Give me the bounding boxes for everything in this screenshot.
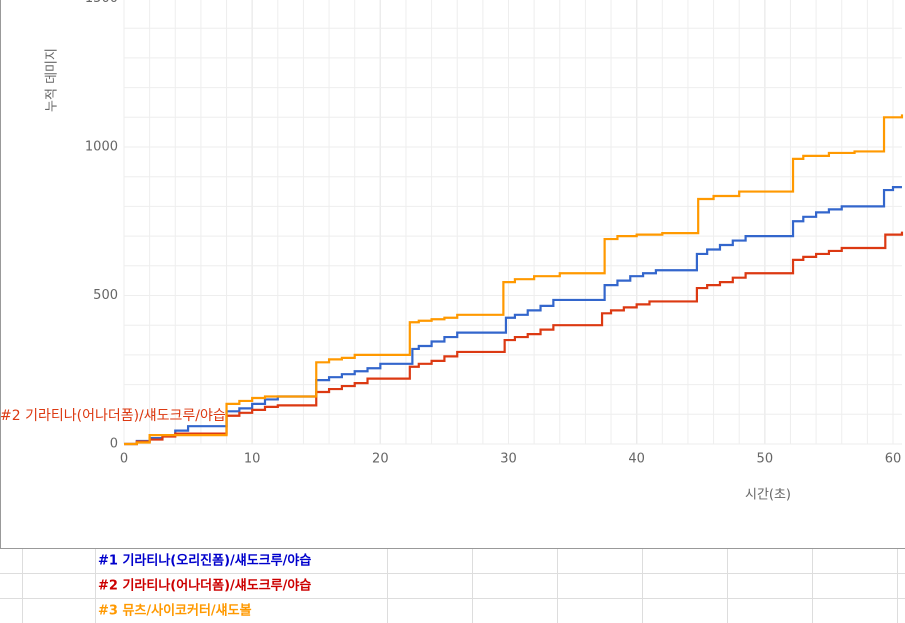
x-tick-label: 0 [120,452,128,467]
series-line [124,231,904,446]
annotation: #2 기라티나(어나더폼)/섀도크루/야습 [0,408,226,424]
table-cell: #1 기라티나(오리진폼)/섀도크루/야습 [98,553,311,569]
table-cell: #3 뮤츠/사이코커터/섀도볼 [98,603,252,619]
x-axis-title: 시간(초) [745,488,791,503]
x-tick-label: 50 [757,452,774,467]
y-tick-label: 1000 [85,140,118,155]
y-tick-label: 1500 [85,0,118,6]
x-tick-label: 60 [885,452,902,467]
series-line [124,114,904,446]
x-tick-label: 20 [372,452,389,467]
table-cell: #2 기라티나(어나더폼)/섀도크루/야습 [98,578,311,594]
x-tick-label: 40 [628,452,645,467]
y-tick-label: 0 [110,437,118,452]
x-tick-label: 30 [500,452,517,467]
series-line [124,185,902,446]
x-tick-label: 10 [244,452,261,467]
y-tick-label: 500 [93,288,118,303]
plot: #2 기라티나(어나더폼)/섀도크루/야습 [0,114,904,446]
y-axis-title: 누적 데미지 [45,48,60,112]
